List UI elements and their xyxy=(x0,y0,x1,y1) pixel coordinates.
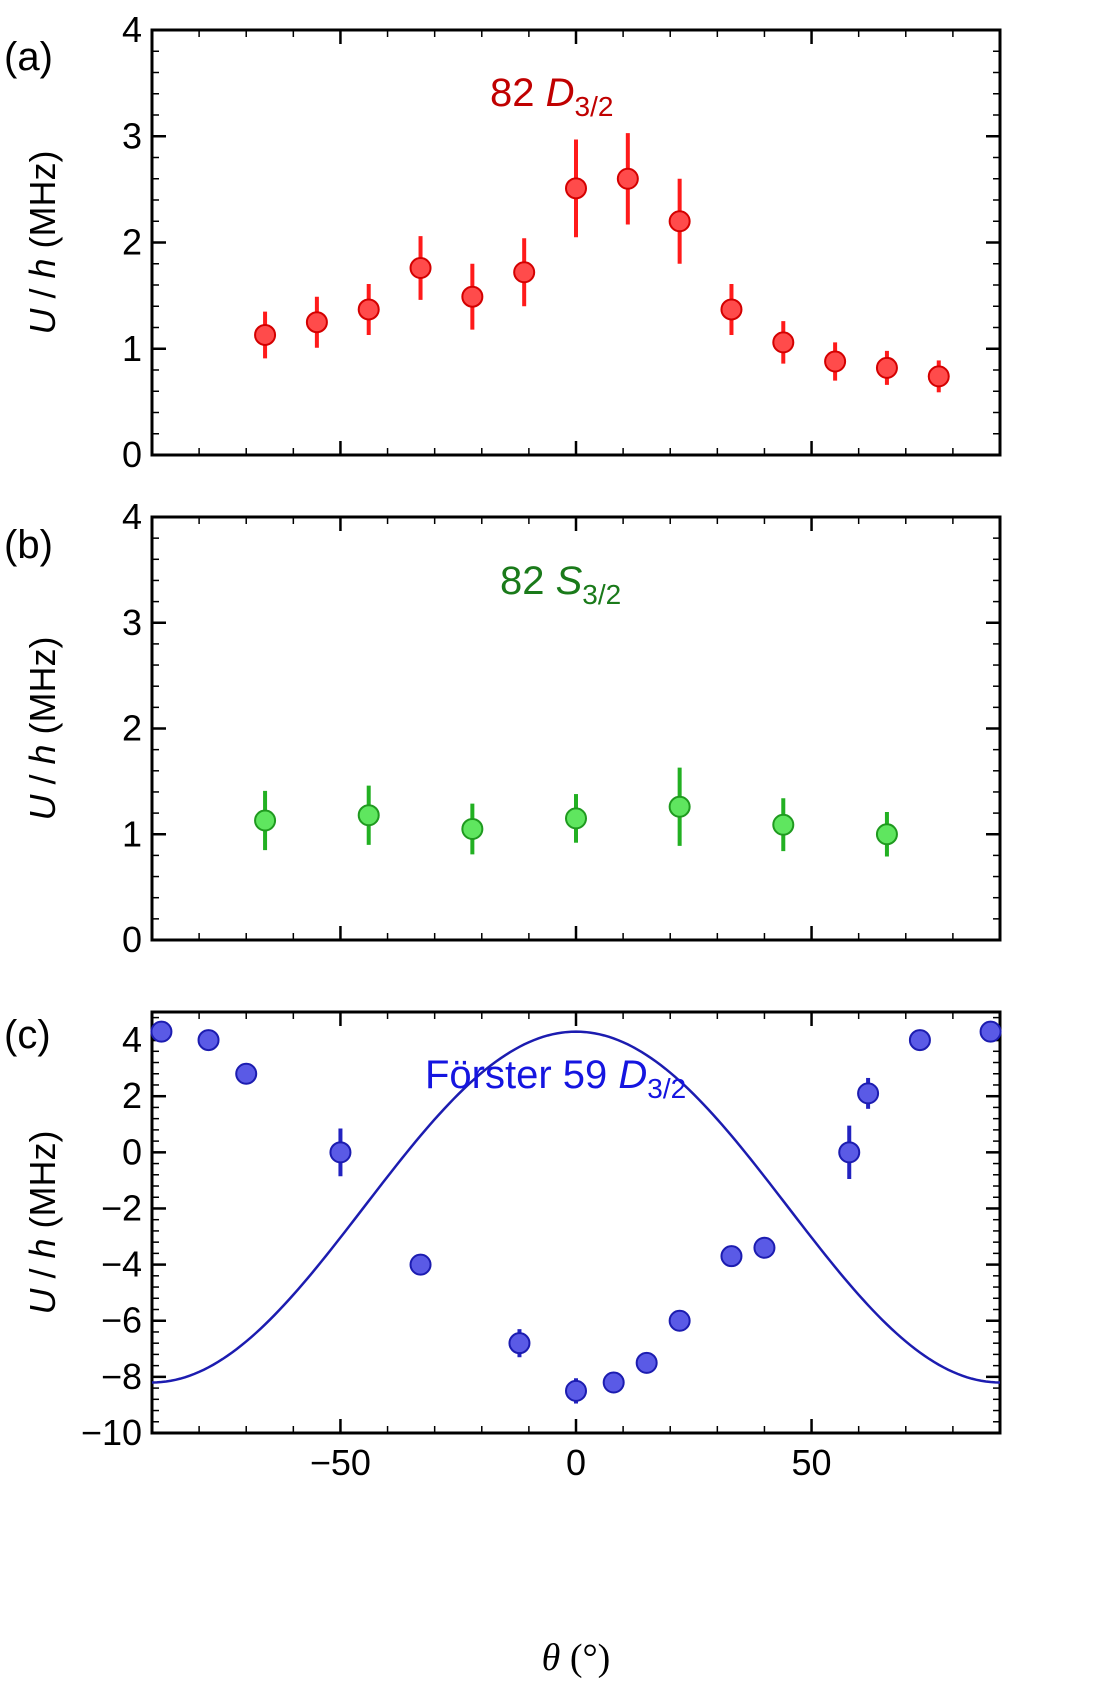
data-point xyxy=(357,804,380,827)
panel-a: (a) 0 1 2 3 4 U / h (MHz) 82 D3/2 xyxy=(4,9,1002,475)
annotation-subscript: 3/2 xyxy=(582,579,621,610)
data-point xyxy=(409,1253,432,1276)
data-point xyxy=(197,1029,220,1052)
panel-label: (a) xyxy=(4,35,53,79)
data-point xyxy=(753,1236,776,1259)
y-tick-label: 1 xyxy=(122,813,142,854)
annotation-prefix: Förster 59 xyxy=(425,1053,618,1097)
data-point xyxy=(772,813,795,836)
y-tick-label: 1 xyxy=(122,328,142,369)
data-point xyxy=(602,1371,625,1394)
data-point xyxy=(668,1309,691,1332)
x-axis-label-var: θ xyxy=(542,1637,561,1679)
data-point xyxy=(461,285,484,308)
y-axis-label-unit: (MHz) xyxy=(22,636,63,744)
data-point xyxy=(409,257,432,279)
y-axis-label: U / h (MHz) xyxy=(22,636,63,820)
panel-b: (b) 0 1 2 3 4 U / h (MHz) 82 S3/2 xyxy=(4,496,1002,960)
series-annotation: 82 S3/2 xyxy=(500,559,621,610)
y-tick-label: 2 xyxy=(122,708,142,749)
x-tick-label: 50 xyxy=(792,1442,832,1483)
data-point xyxy=(857,1082,880,1105)
annotation-state: S xyxy=(556,559,583,603)
data-point xyxy=(565,1379,587,1402)
y-tick-label: 4 xyxy=(122,1019,142,1060)
y-tick-label: 2 xyxy=(122,222,142,263)
y-tick-label: 3 xyxy=(122,602,142,643)
x-axis-label-unit: (°) xyxy=(560,1637,610,1679)
data-point xyxy=(720,1245,743,1268)
y-tick-label: −2 xyxy=(101,1187,142,1228)
y-tick-label: −4 xyxy=(101,1244,142,1285)
y-axis-label-unit: (MHz) xyxy=(22,150,63,258)
data-point xyxy=(305,311,328,334)
panel-label: (c) xyxy=(4,1013,51,1057)
data-point xyxy=(875,823,898,846)
y-tick-label: 0 xyxy=(122,919,142,960)
annotation-state: D xyxy=(546,71,575,115)
y-axis-label-var: h xyxy=(22,744,63,764)
y-tick-label: 0 xyxy=(122,1131,142,1172)
panel-label: (b) xyxy=(4,523,53,567)
data-point xyxy=(875,356,898,379)
data-point xyxy=(254,323,277,346)
y-axis-label: U / h (MHz) xyxy=(22,1130,63,1314)
y-axis-label: U / h (MHz) xyxy=(22,150,63,334)
y-axis-label-slash: / xyxy=(22,278,63,308)
data-point xyxy=(668,210,691,233)
data-point xyxy=(513,261,536,284)
x-tick-label: 0 xyxy=(566,1442,586,1483)
data-point xyxy=(720,298,743,321)
annotation-prefix: 82 xyxy=(500,559,556,603)
data-point xyxy=(150,1020,173,1043)
y-axis-label-slash: / xyxy=(22,764,63,794)
panel-c: (c) −10 −8 −6 −4 −2 0 2 4 −50 0 50 U / h (MHz) θ (°) F… xyxy=(4,1010,1002,1679)
y-tick-label: 4 xyxy=(122,9,142,50)
series-annotation: Förster 59 D3/2 xyxy=(425,1053,686,1104)
y-tick-label: −8 xyxy=(101,1356,142,1397)
data-point xyxy=(927,365,950,388)
data-point xyxy=(565,807,587,830)
data-point xyxy=(772,331,795,354)
data-point xyxy=(838,1141,861,1164)
data-point xyxy=(616,167,639,190)
y-tick-label: −6 xyxy=(101,1300,142,1341)
y-axis-label-slash: / xyxy=(22,1258,63,1288)
annotation-subscript: 3/2 xyxy=(647,1073,686,1104)
data-point xyxy=(461,817,484,840)
data-point xyxy=(824,350,847,373)
annotation-state: D xyxy=(618,1053,647,1097)
y-axis-label-var: U xyxy=(22,1288,63,1315)
y-tick-label: 0 xyxy=(122,434,142,475)
data-point xyxy=(635,1351,658,1374)
y-tick-label: 3 xyxy=(122,115,142,156)
y-axis-label-var: U xyxy=(22,308,63,335)
data-point xyxy=(565,177,587,200)
y-axis-label-unit: (MHz) xyxy=(22,1130,63,1238)
y-axis-label-var: U xyxy=(22,794,63,821)
y-axis-label-var: h xyxy=(22,258,63,278)
y-tick-label: 4 xyxy=(122,496,142,537)
annotation-prefix: 82 xyxy=(490,71,546,115)
x-tick-label: −50 xyxy=(310,1442,371,1483)
data-point xyxy=(254,809,277,832)
data-point xyxy=(508,1332,531,1355)
x-axis-label: θ (°) xyxy=(542,1637,611,1679)
y-tick-label: 2 xyxy=(122,1075,142,1116)
y-tick-label: −10 xyxy=(81,1412,142,1453)
fit-curve xyxy=(151,1030,1001,1384)
data-point xyxy=(357,298,380,321)
data-point xyxy=(908,1029,931,1052)
data-point xyxy=(979,1020,1002,1043)
data-point xyxy=(329,1141,352,1164)
series-annotation: 82 D3/2 xyxy=(490,71,613,122)
data-point xyxy=(668,795,691,818)
y-axis-label-var: h xyxy=(22,1238,63,1258)
annotation-subscript: 3/2 xyxy=(575,91,614,122)
data-point xyxy=(235,1062,258,1085)
